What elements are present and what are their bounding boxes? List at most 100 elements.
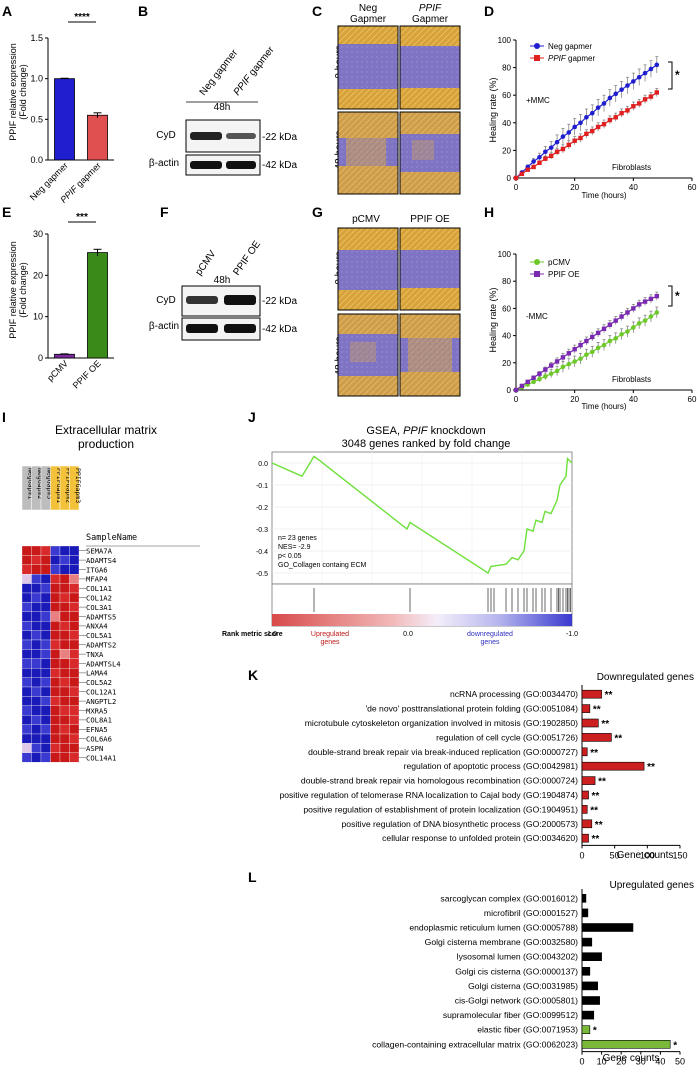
heatmap-cell	[40, 649, 51, 659]
panel-c-image-0h-ppif	[399, 25, 461, 110]
panel-k-bar	[581, 689, 602, 699]
heatmap-sample-header-cell	[69, 465, 80, 511]
heatmap-cell	[50, 621, 61, 631]
panel-e-category-label: PPIF OE	[71, 358, 103, 390]
panel-j-rank-label: Rank metric score	[222, 631, 283, 638]
panel-d-ytick-label: 100	[498, 36, 512, 45]
panel-k: K Downregulated genes 0 50 100 150 ncRNA pro…	[248, 667, 694, 861]
panel-l-bar	[581, 1040, 671, 1049]
heatmap-cell	[31, 630, 42, 641]
panel-letter-k: K	[248, 667, 258, 683]
panel-d-sig: *	[675, 68, 680, 82]
heatmap-gene-label: COL14A1	[86, 753, 116, 762]
panel-h-point	[590, 334, 595, 340]
heatmap-cell	[59, 630, 70, 641]
panel-k-category-label: microtubule cytoskeleton organization in…	[305, 718, 578, 728]
panel-k-sig: **	[598, 777, 606, 788]
gsea-ytick-label: -0.2	[256, 505, 268, 512]
panel-g-image-48h-pcmv	[337, 313, 399, 397]
panel-k-sig: **	[614, 733, 622, 744]
panel-h-point	[607, 338, 613, 344]
heatmap-cell	[50, 705, 61, 716]
heatmap-cell	[21, 724, 32, 735]
heatmap-cell	[59, 574, 70, 584]
heatmap-cell	[69, 564, 80, 575]
heatmap-gene-label: ANGPTL2	[86, 697, 116, 706]
panel-d-point	[584, 131, 589, 137]
panel-d-point	[549, 153, 554, 159]
heatmap-cell	[31, 677, 42, 688]
heatmap-cell	[69, 555, 80, 565]
heatmap-cell	[69, 668, 80, 678]
heatmap-cell	[59, 545, 70, 556]
panel-l-category-label: Golgi cisterna membrane (GO:0032580)	[425, 937, 578, 947]
heatmap-gene-label: ITGA6	[86, 565, 108, 574]
heatmap-cell	[21, 649, 32, 659]
panel-g-image-0h-pcmv	[337, 227, 399, 311]
panel-e-bar	[87, 252, 108, 359]
panel-f-band-1a	[186, 296, 218, 304]
heatmap-cell	[69, 705, 80, 716]
panel-k-category-label: regulation of cell cycle (GO:0051726)	[436, 732, 578, 742]
panel-j-rank-mid: 0.0	[403, 631, 413, 638]
heatmap-gene-label: COL5A2	[86, 678, 112, 687]
panel-c-col1b: Gapmer	[350, 14, 387, 25]
panel-letter-a: A	[2, 3, 12, 19]
panel-l-xtick-label: 20	[616, 1057, 626, 1065]
heatmap-cell	[21, 696, 32, 706]
panel-d-ytick-label: 80	[502, 64, 511, 73]
heatmap-cell	[31, 583, 42, 594]
panel-h-plot: 0 20 40 60 80 100 0 20 40 60	[498, 250, 697, 404]
heatmap-cell	[69, 545, 80, 556]
panel-k-category-label: double-strand break repair via break-ind…	[308, 747, 578, 757]
panel-l-sig: *	[593, 1026, 597, 1037]
panel-j-title1: GSEA, PPIF knockdown	[366, 425, 485, 437]
heatmap-cell	[59, 658, 70, 669]
heatmap-cell	[31, 564, 42, 575]
gsea-ytick-label: -0.3	[256, 527, 268, 534]
heatmap-cell	[31, 696, 42, 706]
panel-d-point	[601, 101, 607, 106]
panel-d-point	[560, 134, 566, 139]
heatmap-cell	[40, 733, 51, 744]
panel-l-bar	[581, 937, 593, 947]
heatmap-cell	[69, 649, 80, 659]
panel-d-point	[637, 101, 642, 106]
heatmap-cell	[59, 649, 70, 659]
panel-b-row2-label: β-actin	[149, 158, 179, 169]
panel-h-point	[548, 371, 554, 376]
panel-d: D Healing rate (%) Time (hours) 0 20 40 60 8…	[484, 3, 697, 200]
heatmap-cell	[40, 752, 51, 763]
panel-j-up1: Upregulated	[311, 631, 349, 638]
panel-i-title1: Extracellular matrix	[55, 423, 157, 437]
panel-e-category-label: pCMV	[45, 358, 70, 383]
panel-d-point	[578, 135, 583, 141]
heatmap-cell	[69, 630, 80, 641]
panel-a-ylabel: PPIF relative expression	[8, 43, 18, 141]
heatmap-cell	[59, 686, 70, 697]
heatmap-cell	[50, 574, 61, 584]
panel-d-point	[572, 124, 577, 130]
panel-c: C Neg Gapmer PPIF Gapmer 0 hours 48 hour…	[312, 3, 461, 195]
panel-e-ytick-label: 20	[33, 270, 43, 280]
heatmap-cell	[69, 583, 80, 594]
panel-a-ytick-label: 1.5	[30, 33, 43, 43]
panel-h-point	[636, 321, 642, 326]
panel-c-col1a: Neg	[359, 3, 377, 14]
heatmap-cell	[69, 602, 80, 612]
panel-l-plot: 0 10 20 30 40 50 sarcoglycan complex (GO:00160…	[372, 889, 685, 1065]
panel-h-legend2: PPIF OE	[548, 270, 580, 279]
panel-k-bar	[581, 790, 589, 800]
panel-d-point	[613, 91, 619, 97]
heatmap-cell	[69, 574, 80, 584]
panel-j-down1: downregulated	[467, 631, 513, 638]
panel-c-image-48h-neg	[337, 111, 399, 195]
panel-l-bar	[581, 908, 589, 918]
panel-k-xtick-label: 50	[610, 850, 620, 860]
panel-l-bar	[581, 966, 591, 976]
heatmap-cell	[59, 583, 70, 594]
heatmap-gene-label: COL1A2	[86, 594, 112, 603]
panel-d-point	[595, 105, 601, 110]
panel-b-blot2	[185, 154, 261, 176]
